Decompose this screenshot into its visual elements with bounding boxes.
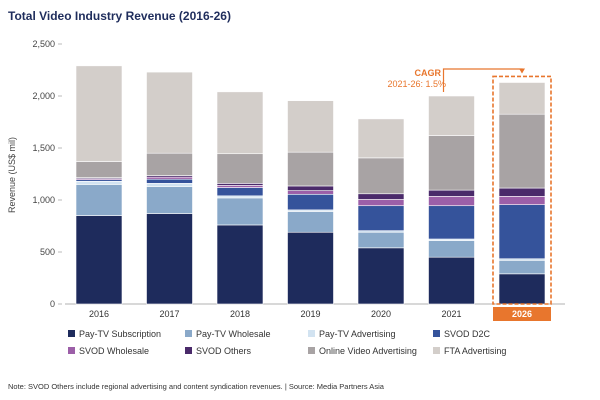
legend-swatch <box>433 347 440 354</box>
bar-segment-svod-others-2026 <box>498 187 546 197</box>
bar-segment-online-video-advertising-2026 <box>498 113 546 189</box>
y-axis-label: Revenue (US$ mil) <box>7 137 17 213</box>
bar-segment-pay-tv-subscription-2020 <box>357 247 405 305</box>
x-tick-label: 2018 <box>230 309 250 319</box>
bar-segment-svod-d2c-2026 <box>498 204 546 260</box>
bar-segment-svod-d2c-2017 <box>146 178 193 184</box>
legend-label: Pay-TV Wholesale <box>196 329 271 339</box>
x-tick-label: 2020 <box>371 309 391 319</box>
bar-segment-svod-d2c-2021 <box>428 205 475 240</box>
bar-segment-fta-advertising-2019 <box>287 100 334 153</box>
bar-segment-svod-others-2018 <box>216 183 264 186</box>
legend-swatch <box>308 330 315 337</box>
bar-segment-svod-wholesale-2017 <box>146 176 193 180</box>
legend-label: Online Video Advertising <box>319 346 417 356</box>
bar-segment-pay-tv-wholesale-2018 <box>216 197 264 226</box>
cagr-title: CAGR <box>415 68 442 78</box>
bar-segment-svod-d2c-2019 <box>287 193 334 211</box>
chart-title: Total Video Industry Revenue (2016-26) <box>8 9 231 23</box>
y-tick-label: 2,000 <box>32 91 55 101</box>
bar-segment-pay-tv-wholesale-2016 <box>75 184 123 216</box>
y-tick-label: 0 <box>50 299 55 309</box>
bar-segment-fta-advertising-2017 <box>146 71 193 154</box>
legend-swatch <box>433 330 440 337</box>
legend-swatch <box>308 347 315 354</box>
bar-segment-svod-others-2021 <box>428 189 475 197</box>
legend-swatch <box>185 347 192 354</box>
bar-segment-online-video-advertising-2020 <box>357 157 405 195</box>
bar-segment-fta-advertising-2020 <box>357 118 405 159</box>
bar-segment-pay-tv-subscription-2016 <box>75 215 123 305</box>
bar-segment-pay-tv-subscription-2026 <box>498 273 546 305</box>
bar-segment-pay-tv-wholesale-2017 <box>146 186 193 214</box>
bar-segment-fta-advertising-2026 <box>498 82 546 115</box>
legend-swatch <box>68 347 75 354</box>
bar-segment-pay-tv-wholesale-2021 <box>428 240 475 258</box>
y-tick-label: 1,500 <box>32 143 55 153</box>
x-axis-labels: 2016 2017 2018 2019 2020 2021 2026 <box>89 307 551 321</box>
footnote: Note: SVOD Others include regional adver… <box>8 382 385 391</box>
bar-segment-svod-wholesale-2021 <box>428 196 475 207</box>
bar-segment-svod-d2c-2018 <box>216 187 264 197</box>
cagr-arrowhead <box>519 68 525 74</box>
bar-segment-online-video-advertising-2021 <box>428 135 475 191</box>
y-tick-label: 500 <box>40 247 55 257</box>
highlight-box <box>492 75 552 305</box>
bar-segment-pay-tv-subscription-2018 <box>216 224 264 305</box>
bar-segment-fta-advertising-2018 <box>216 91 264 155</box>
x-tick-label: 2019 <box>300 309 320 319</box>
bar-segment-pay-tv-advertising-2016 <box>75 180 123 185</box>
x-tick-label: 2016 <box>89 309 109 319</box>
legend-label: SVOD Wholesale <box>79 346 149 356</box>
bar-segment-svod-others-2020 <box>357 193 405 200</box>
legend: Pay-TV Subscription Pay-TV Wholesale Pay-T… <box>68 329 506 356</box>
legend-label: Pay-TV Subscription <box>79 329 161 339</box>
legend-swatch <box>185 330 192 337</box>
bar-segment-online-video-advertising-2016 <box>75 161 123 178</box>
bar-segment-svod-wholesale-2019 <box>287 190 334 195</box>
legend-swatch <box>68 330 75 337</box>
x-tick-label: 2026 <box>512 309 532 319</box>
x-tick-label: 2017 <box>159 309 179 319</box>
bar-segment-pay-tv-advertising-2017 <box>146 183 193 187</box>
bar-segment-pay-tv-advertising-2018 <box>216 195 264 199</box>
bar-segment-online-video-advertising-2017 <box>146 152 193 176</box>
bar-segment-svod-wholesale-2020 <box>357 199 405 207</box>
bar-segment-pay-tv-subscription-2017 <box>146 213 193 305</box>
bars <box>75 65 552 305</box>
y-tick-label: 2,500 <box>32 39 55 49</box>
bar-segment-pay-tv-wholesale-2026 <box>498 260 546 275</box>
bar-segment-pay-tv-subscription-2021 <box>428 256 475 305</box>
cagr-annotation: CAGR 2021-26: 1.5% <box>387 68 525 92</box>
legend-label: Pay-TV Advertising <box>319 329 396 339</box>
cagr-text: 2021-26: 1.5% <box>387 79 446 89</box>
legend-label: FTA Advertising <box>444 346 506 356</box>
y-tick-label: 1,000 <box>32 195 55 205</box>
bar-segment-pay-tv-subscription-2019 <box>287 231 334 305</box>
legend-label: SVOD Others <box>196 346 252 356</box>
bar-segment-online-video-advertising-2018 <box>216 153 264 184</box>
bar-segment-online-video-advertising-2019 <box>287 151 334 187</box>
bar-segment-svod-wholesale-2026 <box>498 196 546 205</box>
bar-segment-pay-tv-wholesale-2019 <box>287 211 334 233</box>
x-tick-label: 2021 <box>441 309 461 319</box>
bar-segment-svod-wholesale-2018 <box>216 185 264 188</box>
bar-segment-svod-others-2019 <box>287 185 334 191</box>
legend-label: SVOD D2C <box>444 329 491 339</box>
bar-segment-fta-advertising-2016 <box>75 65 123 162</box>
bar-segment-svod-d2c-2020 <box>357 205 405 231</box>
highlight-label-bg <box>493 307 551 321</box>
bar-segment-fta-advertising-2021 <box>428 95 475 136</box>
bar-segment-pay-tv-wholesale-2020 <box>357 231 405 249</box>
